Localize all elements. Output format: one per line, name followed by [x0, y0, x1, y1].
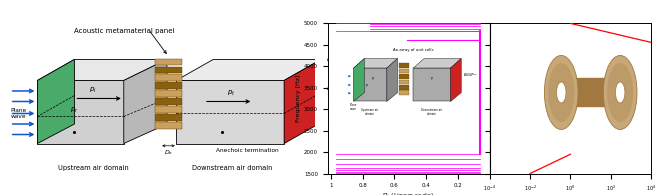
Y-axis label: Frequency [Hz]: Frequency [Hz] — [296, 75, 301, 122]
Text: Anechoic termination: Anechoic termination — [216, 148, 278, 152]
Polygon shape — [155, 98, 182, 105]
Polygon shape — [176, 81, 284, 144]
Polygon shape — [284, 59, 321, 144]
Polygon shape — [38, 81, 124, 144]
Text: $p_t$: $p_t$ — [228, 89, 236, 98]
Polygon shape — [155, 59, 182, 66]
Text: Upstream air domain: Upstream air domain — [57, 165, 128, 171]
X-axis label: $\Pi_t$ (Linear scale): $\Pi_t$ (Linear scale) — [382, 191, 435, 195]
Polygon shape — [155, 66, 182, 73]
Text: $D_z$: $D_z$ — [326, 55, 335, 64]
Text: $D_y$: $D_y$ — [326, 84, 335, 95]
Polygon shape — [38, 59, 167, 81]
Text: $p_r$: $p_r$ — [70, 106, 79, 115]
Polygon shape — [155, 106, 182, 113]
Polygon shape — [155, 90, 182, 97]
Polygon shape — [38, 59, 74, 144]
Text: Plane
wave: Plane wave — [11, 108, 27, 119]
Text: $p_i$: $p_i$ — [89, 86, 97, 96]
Text: Acoustic metamaterial panel: Acoustic metamaterial panel — [74, 28, 174, 34]
Polygon shape — [155, 74, 182, 81]
Polygon shape — [155, 82, 182, 89]
Polygon shape — [176, 59, 321, 81]
Text: Downstream air domain: Downstream air domain — [191, 165, 272, 171]
Polygon shape — [124, 59, 167, 144]
Polygon shape — [155, 114, 182, 121]
Polygon shape — [155, 122, 182, 129]
Text: $D_x$: $D_x$ — [164, 148, 173, 157]
